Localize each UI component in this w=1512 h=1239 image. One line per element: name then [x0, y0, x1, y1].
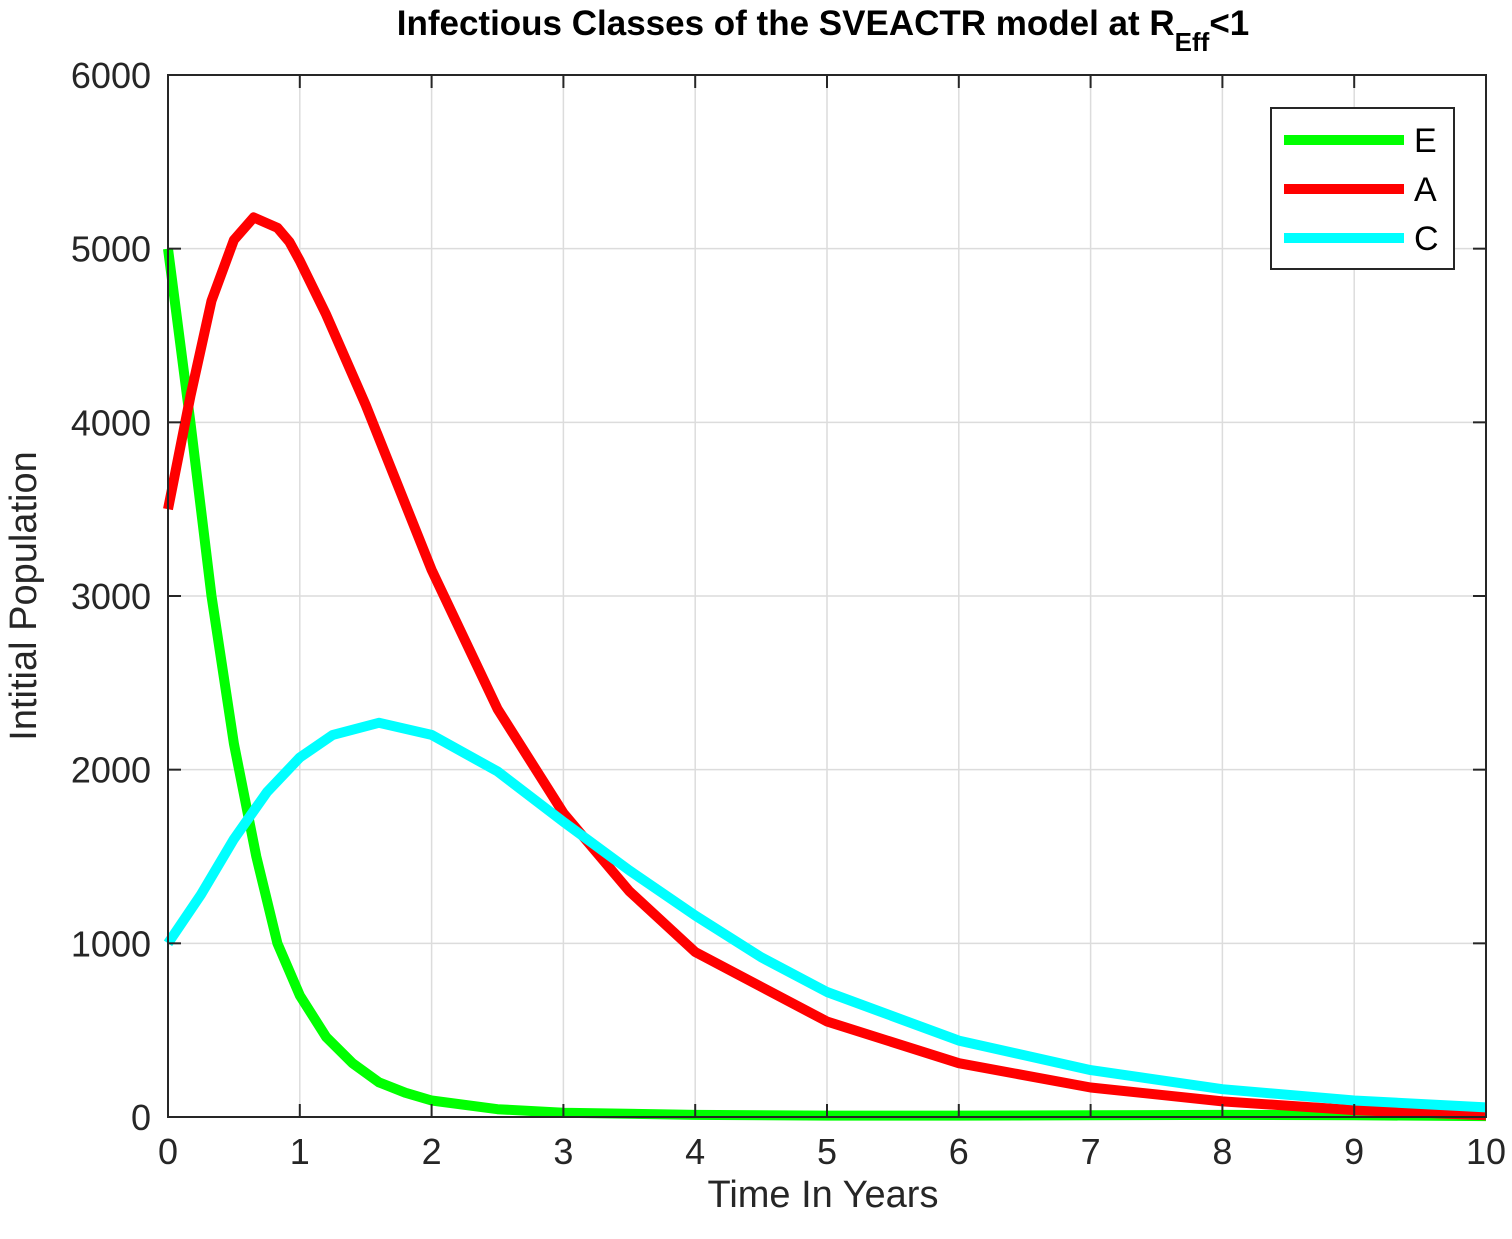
- x-tick-label: 4: [685, 1131, 705, 1172]
- x-tick-label: 5: [817, 1131, 837, 1172]
- series-layer: [163, 212, 1487, 1122]
- grid-lines: [168, 75, 1486, 1117]
- x-tick-label: 3: [553, 1131, 573, 1172]
- tick-labels: 0 1 2 3 4 5 6 7 8 9 10 0 1000 2000 3000 4000 5000 6000: [71, 55, 1506, 1172]
- y-tick-label: 4000: [71, 402, 151, 443]
- x-tick-label: 1: [290, 1131, 310, 1172]
- axis-ticks: [167, 74, 1487, 1118]
- x-tick-label: 7: [1081, 1131, 1101, 1172]
- x-tick-label: 10: [1466, 1131, 1506, 1172]
- x-tick-label: 8: [1212, 1131, 1232, 1172]
- x-tick-label: 0: [158, 1131, 178, 1172]
- series-line-c: [163, 717, 1487, 1113]
- x-tick-label: 2: [422, 1131, 442, 1172]
- x-tick-label: 9: [1344, 1131, 1364, 1172]
- legend-label-a: A: [1414, 171, 1437, 209]
- x-axis-label: Time In Years: [708, 1174, 939, 1216]
- y-tick-label: 2000: [71, 750, 151, 791]
- y-tick-label: 1000: [71, 923, 151, 964]
- legend-label-c: C: [1414, 220, 1439, 258]
- legend-label-e: E: [1414, 122, 1437, 160]
- series-line-e: [163, 248, 1487, 1122]
- series-line-a: [163, 212, 1487, 1121]
- y-tick-label: 5000: [71, 229, 151, 270]
- y-axis-label: Intitial Population: [3, 451, 45, 740]
- legend: E A C: [1270, 107, 1455, 270]
- chart-title: Infectious Classes of the SVEACTR model …: [397, 4, 1250, 57]
- y-tick-label: 3000: [71, 576, 151, 617]
- y-tick-label: 0: [131, 1097, 151, 1138]
- y-tick-label: 6000: [71, 55, 151, 96]
- x-tick-label: 6: [949, 1131, 969, 1172]
